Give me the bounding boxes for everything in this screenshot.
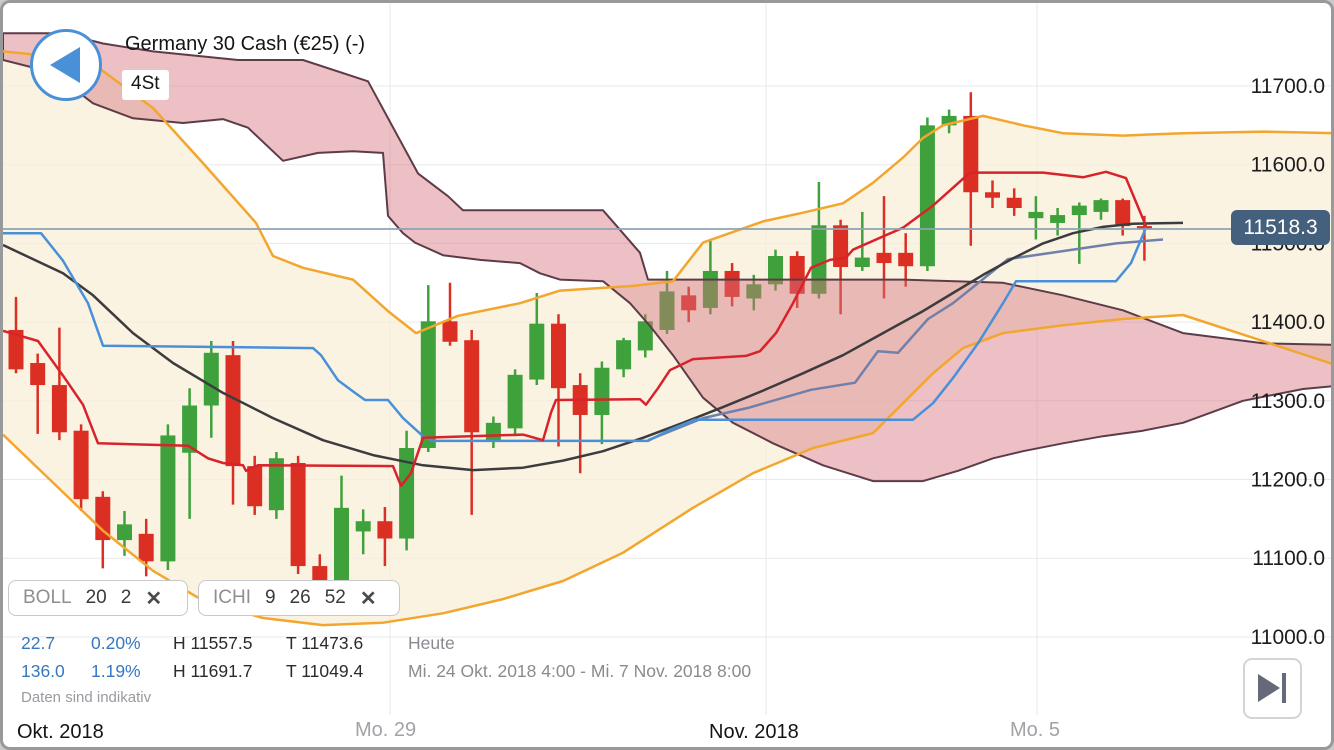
skip-to-latest-button[interactable] [1243,658,1302,719]
high-value: H 11557.5 [173,632,253,653]
indicator-param: 52 [324,587,346,608]
high-value: H 11691.7 [173,660,253,681]
change-percent: 0.20% [91,632,141,653]
price-axis-label: 11300.0 [1251,390,1325,413]
change-value: 136.0 [21,660,65,681]
chart-canvas[interactable]: 11700.011600.011500.011400.011300.011200… [3,3,1331,747]
close-icon[interactable]: ✕ [145,587,163,610]
price-axis-label: 11600.0 [1251,154,1325,177]
indicator-param: 26 [289,587,311,608]
timeframe-label: 4St [122,70,169,100]
time-axis-label: Mo. 29 [355,719,417,741]
indicator-chip-ichi[interactable]: ICHI 9 26 52 ✕ [198,580,400,616]
indicator-chip-boll[interactable]: BOLL 20 2 ✕ [8,580,188,616]
skip-forward-icon-bar [1282,673,1286,703]
price-axis-label: 11000.0 [1251,626,1325,649]
skip-forward-icon [1258,674,1280,702]
current-price-badge: 11518.3 [1231,210,1330,245]
period-label: Mi. 24 Okt. 2018 4:00 - Mi. 7 Nov. 2018 … [408,660,752,681]
back-button[interactable] [30,29,102,101]
indicator-name: BOLL [23,587,72,608]
price-axis-label: 11400.0 [1251,311,1325,334]
low-value: T 11049.4 [286,660,364,681]
close-icon[interactable]: ✕ [359,587,377,610]
indicator-param: 20 [85,587,107,608]
disclaimer-text: Daten sind indikativ [21,689,152,706]
price-axis-label: 11700.0 [1251,75,1325,98]
indicator-param: 9 [265,587,276,608]
instrument-title: Germany 30 Cash (€25) (-) [125,33,366,55]
indicator-param: 2 [120,587,132,608]
period-label: Heute [408,632,455,653]
back-arrow-icon [50,47,80,83]
price-axis-label: 11100.0 [1252,547,1325,570]
price-axis-label: 11200.0 [1251,469,1325,492]
change-value: 22.7 [21,632,56,653]
time-axis-label: Okt. 2018 [11,719,112,747]
time-axis-label: Nov. 2018 [703,719,807,747]
stats-row-range: 136.0 1.19% H 11691.7 T 11049.4 Mi. 24 O… [21,657,751,685]
low-value: T 11473.6 [286,632,364,653]
stats-panel: 22.7 0.20% H 11557.5 T 11473.6 Heute 136… [21,629,751,685]
stats-row-today: 22.7 0.20% H 11557.5 T 11473.6 Heute [21,629,751,657]
change-percent: 1.19% [91,660,141,681]
time-axis-label: Mo. 5 [1010,719,1061,741]
indicator-name: ICHI [213,587,251,608]
